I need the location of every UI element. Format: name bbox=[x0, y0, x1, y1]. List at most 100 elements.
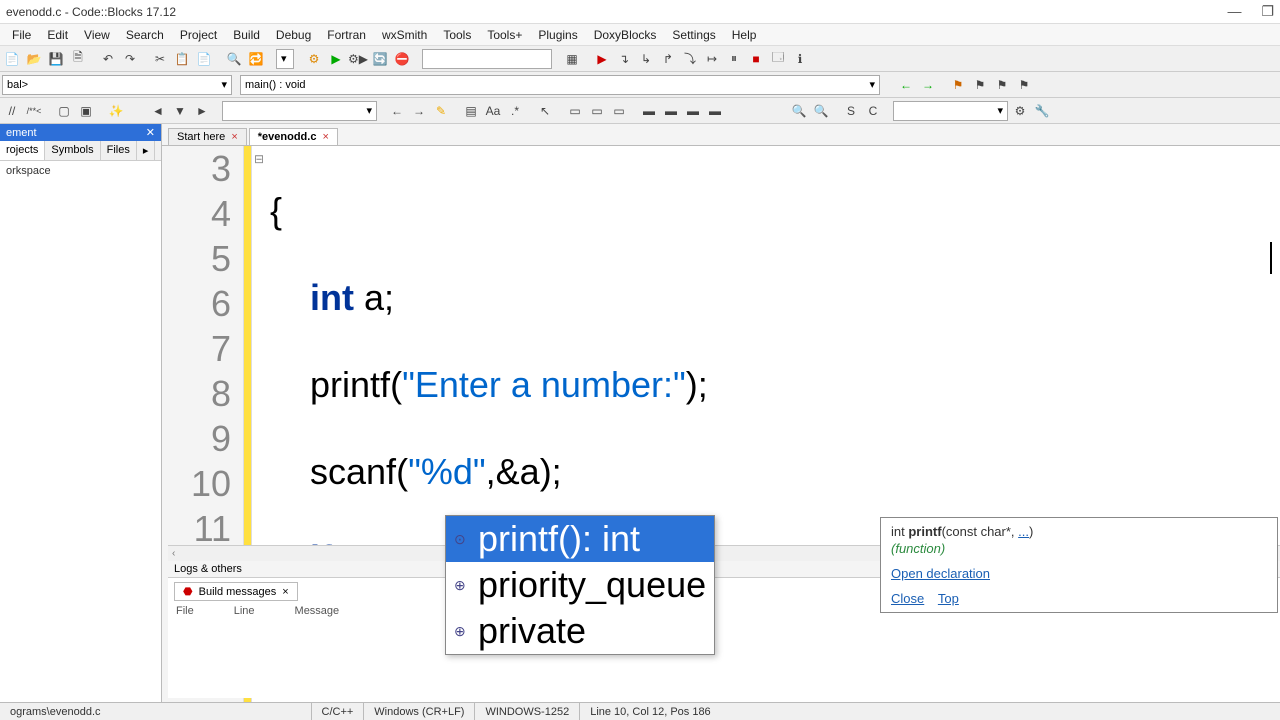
autocomplete-item[interactable]: ⊕private bbox=[446, 608, 714, 654]
flag4-icon[interactable]: ⚑ bbox=[1014, 75, 1034, 95]
dbg-next-icon[interactable]: ⤵ bbox=[680, 49, 700, 69]
arrow-r-icon[interactable]: ► bbox=[192, 101, 212, 121]
replace-icon[interactable]: 🔁 bbox=[246, 49, 266, 69]
dbg-cont-icon[interactable]: ↦ bbox=[702, 49, 722, 69]
r2-icon[interactable]: ▭ bbox=[587, 101, 607, 121]
zoom-out-icon[interactable]: 🔍 bbox=[811, 101, 831, 121]
close-icon[interactable]: × bbox=[322, 131, 328, 143]
menu-search[interactable]: Search bbox=[118, 26, 172, 44]
close-link[interactable]: Close bbox=[891, 591, 924, 606]
box2-icon[interactable]: ▣ bbox=[76, 101, 96, 121]
zoom-in-icon[interactable]: 🔍 bbox=[789, 101, 809, 121]
close-icon[interactable]: × bbox=[231, 131, 237, 143]
gear-icon[interactable]: ⚙ bbox=[1010, 101, 1030, 121]
sidebar-tab-more[interactable]: ▸ bbox=[137, 141, 156, 160]
buildrun-icon[interactable]: ⚙▶ bbox=[348, 49, 368, 69]
menu-view[interactable]: View bbox=[76, 26, 118, 44]
menu-project[interactable]: Project bbox=[172, 26, 225, 44]
b4-icon[interactable]: ▬ bbox=[705, 101, 725, 121]
aa-icon[interactable]: Aa bbox=[483, 101, 503, 121]
copy-icon[interactable]: 📋 bbox=[172, 49, 192, 69]
tool-icon[interactable]: 🔧 bbox=[1032, 101, 1052, 121]
run-icon[interactable]: ▶ bbox=[326, 49, 346, 69]
b2-icon[interactable]: ▬ bbox=[661, 101, 681, 121]
undo-icon[interactable]: ↶ bbox=[98, 49, 118, 69]
new-icon[interactable]: 📄 bbox=[2, 49, 22, 69]
dbg-out-icon[interactable]: ↱ bbox=[658, 49, 678, 69]
sidebar-close-icon[interactable]: ✕ bbox=[146, 126, 155, 139]
build-icon[interactable]: ⚙ bbox=[304, 49, 324, 69]
sidebar-tab-projects[interactable]: rojects bbox=[0, 141, 45, 160]
next-icon[interactable]: → bbox=[409, 101, 429, 121]
dbg-info-icon[interactable]: ℹ bbox=[790, 49, 810, 69]
sidebar-tab-symbols[interactable]: Symbols bbox=[45, 141, 100, 160]
menu-tools[interactable]: Tools bbox=[435, 26, 479, 44]
dbg-win-icon[interactable]: 🗔 bbox=[768, 49, 788, 69]
r3-icon[interactable]: ▭ bbox=[609, 101, 629, 121]
b1-icon[interactable]: ▬ bbox=[639, 101, 659, 121]
sidebar-tab-files[interactable]: Files bbox=[101, 141, 137, 160]
misc-icon[interactable]: ▦ bbox=[562, 49, 582, 69]
dot-icon[interactable]: .* bbox=[505, 101, 525, 121]
goto-combo[interactable]: ▾ bbox=[222, 101, 377, 121]
hl-icon[interactable]: ✎ bbox=[431, 101, 451, 121]
menu-fortran[interactable]: Fortran bbox=[319, 26, 374, 44]
tab-evenodd[interactable]: *evenodd.c× bbox=[249, 128, 338, 145]
save-icon[interactable]: 💾 bbox=[46, 49, 66, 69]
r1-icon[interactable]: ▭ bbox=[565, 101, 585, 121]
cmt2-icon[interactable]: /**< bbox=[24, 101, 44, 121]
scope-combo[interactable]: bal>▾ bbox=[2, 75, 232, 95]
build-messages-tab[interactable]: ⬣Build messages× bbox=[174, 582, 298, 601]
find-icon[interactable]: 🔍 bbox=[224, 49, 244, 69]
saveall-icon[interactable]: 🗎 bbox=[68, 49, 88, 69]
nav-back-icon[interactable]: ← bbox=[896, 75, 916, 95]
menu-debug[interactable]: Debug bbox=[268, 26, 319, 44]
cursor-icon[interactable]: ↖ bbox=[535, 101, 555, 121]
build-target[interactable] bbox=[422, 49, 552, 69]
dbg-into-icon[interactable]: ↳ bbox=[636, 49, 656, 69]
menu-toolsplus[interactable]: Tools+ bbox=[479, 26, 530, 44]
empty-combo[interactable]: ▾ bbox=[893, 101, 1008, 121]
menu-plugins[interactable]: Plugins bbox=[530, 26, 585, 44]
sel-icon[interactable]: ▤ bbox=[461, 101, 481, 121]
dbg-run-icon[interactable]: ▶ bbox=[592, 49, 612, 69]
rebuild-icon[interactable]: 🔄 bbox=[370, 49, 390, 69]
autocomplete-popup[interactable]: ⊙printf(): int ⊕priority_queue ⊕private bbox=[445, 515, 715, 655]
autocomplete-item[interactable]: ⊙printf(): int bbox=[446, 516, 714, 562]
flag-icon[interactable]: ⚑ bbox=[948, 75, 968, 95]
menu-file[interactable]: File bbox=[4, 26, 39, 44]
arrow-d-icon[interactable]: ▼ bbox=[170, 101, 190, 121]
cut-icon[interactable]: ✂ bbox=[150, 49, 170, 69]
prev-icon[interactable]: ← bbox=[387, 101, 407, 121]
menu-wxsmith[interactable]: wxSmith bbox=[374, 26, 435, 44]
menu-doxyblocks[interactable]: DoxyBlocks bbox=[586, 26, 665, 44]
autocomplete-item[interactable]: ⊕priority_queue bbox=[446, 562, 714, 608]
minimize-icon[interactable]: — bbox=[1227, 3, 1241, 20]
open-icon[interactable]: 📂 bbox=[24, 49, 44, 69]
arrow-l-icon[interactable]: ◄ bbox=[148, 101, 168, 121]
top-link[interactable]: Top bbox=[938, 591, 959, 606]
menu-edit[interactable]: Edit bbox=[39, 26, 76, 44]
dbg-stop-icon[interactable]: ■ bbox=[746, 49, 766, 69]
redo-icon[interactable]: ↷ bbox=[120, 49, 140, 69]
dbg-step-icon[interactable]: ↴ bbox=[614, 49, 634, 69]
magic-icon[interactable]: ✨ bbox=[106, 101, 126, 121]
stop-icon[interactable]: ⛔ bbox=[392, 49, 412, 69]
cmt1-icon[interactable]: // bbox=[2, 101, 22, 121]
nav-fwd-icon[interactable]: → bbox=[918, 75, 938, 95]
c-icon[interactable]: C bbox=[863, 101, 883, 121]
paste-icon[interactable]: 📄 bbox=[194, 49, 214, 69]
menu-build[interactable]: Build bbox=[225, 26, 268, 44]
flag3-icon[interactable]: ⚑ bbox=[992, 75, 1012, 95]
target-combo[interactable]: ▾ bbox=[276, 49, 294, 69]
menu-settings[interactable]: Settings bbox=[664, 26, 723, 44]
open-declaration-link[interactable]: Open declaration bbox=[891, 566, 990, 581]
tab-starthere[interactable]: Start here× bbox=[168, 128, 247, 145]
b3-icon[interactable]: ▬ bbox=[683, 101, 703, 121]
workspace-node[interactable]: orkspace bbox=[6, 165, 51, 177]
s-icon[interactable]: S bbox=[841, 101, 861, 121]
func-combo[interactable]: main() : void▾ bbox=[240, 75, 880, 95]
close-icon[interactable]: × bbox=[282, 586, 288, 598]
box-icon[interactable]: ▢ bbox=[54, 101, 74, 121]
maximize-icon[interactable]: ❐ bbox=[1261, 3, 1274, 20]
